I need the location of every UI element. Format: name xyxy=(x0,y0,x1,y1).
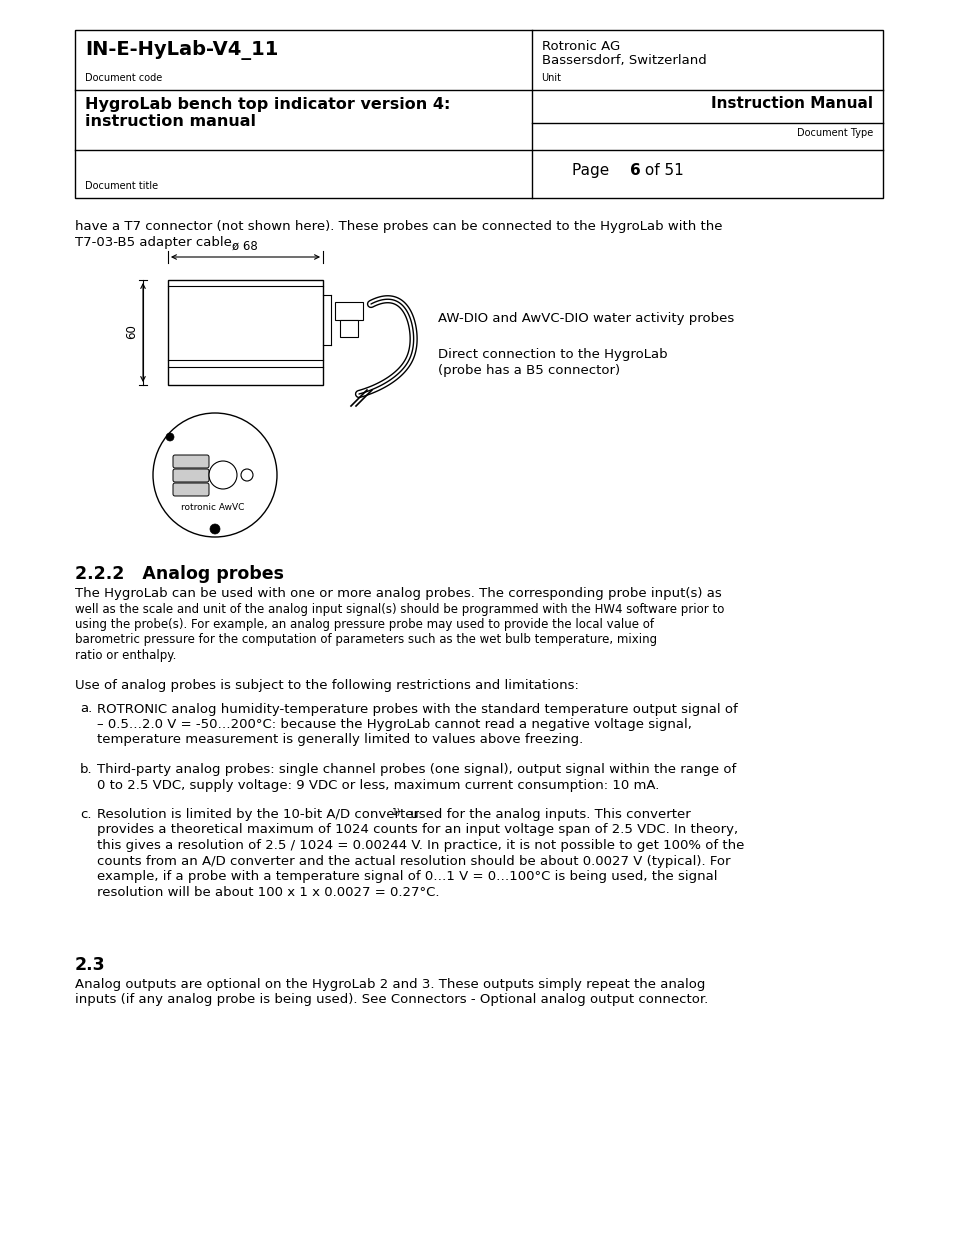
Text: used for the analog inputs. This converter: used for the analog inputs. This convert… xyxy=(406,808,690,821)
Text: Resolution is limited by the 10-bit A/D converter: Resolution is limited by the 10-bit A/D … xyxy=(97,808,418,821)
Text: resolution will be about 100 x 1 x 0.0027 = 0.27°C.: resolution will be about 100 x 1 x 0.002… xyxy=(97,885,439,899)
Text: this gives a resolution of 2.5 / 1024 = 0.00244 V. In practice, it is not possib: this gives a resolution of 2.5 / 1024 = … xyxy=(97,839,743,852)
Text: Document title: Document title xyxy=(85,182,158,191)
Text: Analog outputs are optional on the HygroLab 2 and 3. These outputs simply repeat: Analog outputs are optional on the Hygro… xyxy=(75,978,704,990)
FancyBboxPatch shape xyxy=(172,454,209,468)
Text: 2.3: 2.3 xyxy=(75,956,106,974)
Text: Third-party analog probes: single channel probes (one signal), output signal wit: Third-party analog probes: single channe… xyxy=(97,763,736,776)
Text: barometric pressure for the computation of parameters such as the wet bulb tempe: barometric pressure for the computation … xyxy=(75,634,657,646)
Text: instruction manual: instruction manual xyxy=(85,114,255,128)
Text: 6: 6 xyxy=(629,163,639,178)
Circle shape xyxy=(152,412,276,537)
Text: HygroLab bench top indicator version 4:: HygroLab bench top indicator version 4: xyxy=(85,98,450,112)
Text: The HygroLab can be used with one or more analog probes. The corresponding probe: The HygroLab can be used with one or mor… xyxy=(75,587,721,600)
Text: T7-03-B5 adapter cable.: T7-03-B5 adapter cable. xyxy=(75,236,235,249)
Text: have a T7 connector (not shown here). These probes can be connected to the Hygro: have a T7 connector (not shown here). Th… xyxy=(75,220,721,233)
Text: – 0.5…2.0 V = -50…200°C: because the HygroLab cannot read a negative voltage sig: – 0.5…2.0 V = -50…200°C: because the Hyg… xyxy=(97,718,691,731)
Text: ratio or enthalpy.: ratio or enthalpy. xyxy=(75,650,176,662)
Text: Page: Page xyxy=(571,163,622,178)
Text: Instruction Manual: Instruction Manual xyxy=(710,96,872,111)
Text: Document Type: Document Type xyxy=(796,128,872,138)
Text: ø 68: ø 68 xyxy=(232,240,257,253)
Text: provides a theoretical maximum of 1024 counts for an input voltage span of 2.5 V: provides a theoretical maximum of 1024 c… xyxy=(97,824,738,836)
Text: IN-E-HyLab-V4_11: IN-E-HyLab-V4_11 xyxy=(85,40,278,61)
Text: of 51: of 51 xyxy=(639,163,682,178)
Text: well as the scale and unit of the analog input signal(s) should be programmed wi: well as the scale and unit of the analog… xyxy=(75,603,723,615)
Text: c.: c. xyxy=(80,808,91,821)
Text: inputs (if any analog probe is being used). See Connectors - Optional analog out: inputs (if any analog probe is being use… xyxy=(75,993,707,1007)
Text: 1): 1) xyxy=(392,808,401,818)
Circle shape xyxy=(166,433,173,441)
Text: b.: b. xyxy=(80,763,92,776)
Text: 0 to 2.5 VDC, supply voltage: 9 VDC or less, maximum current consumption: 10 mA.: 0 to 2.5 VDC, supply voltage: 9 VDC or l… xyxy=(97,778,659,792)
Text: 2.2.2   Analog probes: 2.2.2 Analog probes xyxy=(75,564,284,583)
Text: a.: a. xyxy=(80,703,92,715)
Text: Unit: Unit xyxy=(541,73,561,83)
Circle shape xyxy=(241,469,253,480)
Text: Rotronic AG: Rotronic AG xyxy=(541,40,619,53)
Text: rotronic AwVC: rotronic AwVC xyxy=(181,503,244,513)
Text: Use of analog probes is subject to the following restrictions and limitations:: Use of analog probes is subject to the f… xyxy=(75,678,578,692)
Bar xyxy=(339,320,357,337)
Text: Document code: Document code xyxy=(85,73,162,83)
Text: example, if a probe with a temperature signal of 0…1 V = 0…100°C is being used, : example, if a probe with a temperature s… xyxy=(97,869,717,883)
FancyBboxPatch shape xyxy=(172,483,209,496)
Bar xyxy=(168,280,323,385)
Text: Direct connection to the HygroLab: Direct connection to the HygroLab xyxy=(437,348,667,361)
Text: (probe has a B5 connector): (probe has a B5 connector) xyxy=(437,364,619,377)
Circle shape xyxy=(209,461,236,489)
Text: ROTRONIC analog humidity-temperature probes with the standard temperature output: ROTRONIC analog humidity-temperature pro… xyxy=(97,703,737,715)
Text: Bassersdorf, Switzerland: Bassersdorf, Switzerland xyxy=(541,54,705,67)
FancyBboxPatch shape xyxy=(172,469,209,482)
Text: counts from an A/D converter and the actual resolution should be about 0.0027 V : counts from an A/D converter and the act… xyxy=(97,855,730,867)
Text: temperature measurement is generally limited to values above freezing.: temperature measurement is generally lim… xyxy=(97,734,582,746)
Text: 60: 60 xyxy=(125,325,138,340)
Bar xyxy=(335,303,363,320)
Text: AW-DIO and AwVC-DIO water activity probes: AW-DIO and AwVC-DIO water activity probe… xyxy=(437,312,734,325)
Text: using the probe(s). For example, an analog pressure probe may used to provide th: using the probe(s). For example, an anal… xyxy=(75,618,654,631)
Bar xyxy=(75,30,882,198)
Circle shape xyxy=(210,524,220,534)
